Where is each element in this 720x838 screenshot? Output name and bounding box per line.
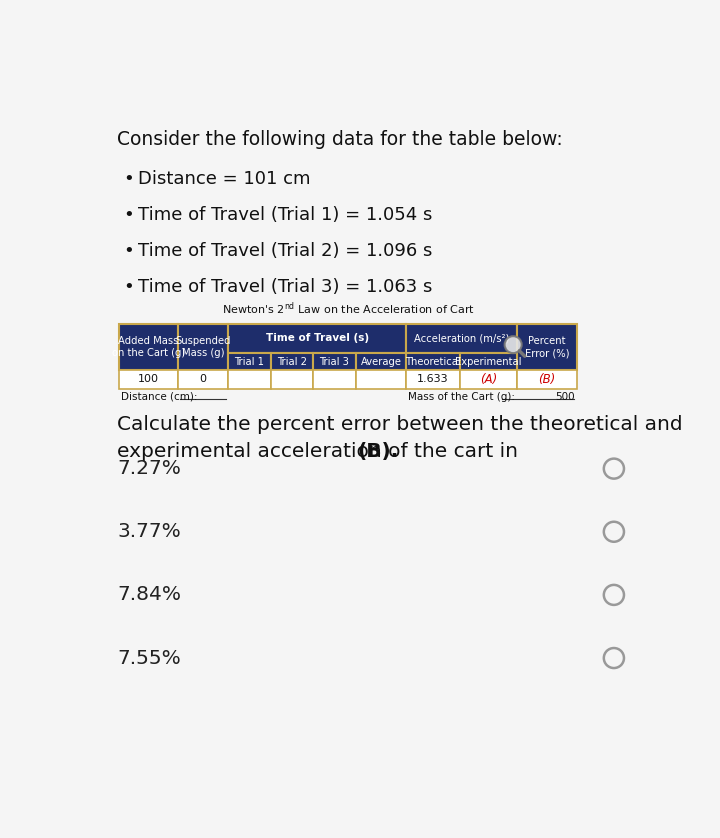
Text: 7.84%: 7.84% (117, 586, 181, 604)
Bar (178, 370, 228, 389)
Text: Calculate the percent error between the theoretical and: Calculate the percent error between the … (117, 415, 683, 434)
Text: Added Mass
on the Cart (g): Added Mass on the Cart (g) (112, 336, 185, 358)
Bar (228, 370, 271, 389)
Text: Trial 3: Trial 3 (320, 357, 349, 366)
Text: 0: 0 (199, 375, 206, 385)
Text: (B).: (B). (357, 442, 398, 461)
Text: Acceleration (m/s²): Acceleration (m/s²) (414, 334, 509, 344)
Bar (313, 370, 356, 389)
Text: Suspended
Mass (g): Suspended Mass (g) (175, 336, 230, 358)
Text: Newton's 2$^\mathregular{nd}$ Law on the Acceleration of Cart: Newton's 2$^\mathregular{nd}$ Law on the… (222, 300, 474, 317)
Text: Time of Travel (Trial 3) = 1.063 s: Time of Travel (Trial 3) = 1.063 s (138, 278, 433, 297)
Bar (517, 323, 577, 370)
Text: Distance (cm):: Distance (cm): (121, 391, 197, 401)
Bar (271, 353, 313, 370)
Bar (313, 353, 356, 370)
Text: Experimental: Experimental (455, 357, 521, 366)
Bar (406, 323, 517, 353)
Text: Trial 1: Trial 1 (234, 357, 264, 366)
Text: (B): (B) (539, 373, 556, 385)
Text: Distance = 101 cm: Distance = 101 cm (138, 170, 310, 188)
Text: Trial 2: Trial 2 (277, 357, 307, 366)
Text: 100: 100 (138, 375, 159, 385)
Text: Time of Travel (s): Time of Travel (s) (266, 334, 369, 344)
Bar (178, 323, 228, 370)
Text: Consider the following data for the table below:: Consider the following data for the tabl… (117, 130, 563, 149)
Text: •: • (123, 170, 134, 188)
Bar (406, 370, 459, 389)
Text: Percent
Error (%): Percent Error (%) (525, 336, 569, 358)
Text: (A): (A) (480, 373, 497, 385)
Text: •: • (123, 206, 134, 224)
Bar (271, 370, 313, 389)
Text: 7.55%: 7.55% (117, 649, 181, 668)
Bar (517, 370, 577, 389)
Bar (228, 323, 406, 353)
Bar (228, 353, 271, 370)
Bar (459, 370, 517, 389)
Text: Theoretical: Theoretical (405, 357, 461, 366)
Text: •: • (123, 278, 134, 297)
Circle shape (505, 336, 522, 353)
Text: Time of Travel (Trial 2) = 1.096 s: Time of Travel (Trial 2) = 1.096 s (138, 242, 433, 261)
Text: 3.77%: 3.77% (117, 522, 181, 541)
Text: Mass of the Cart (g):: Mass of the Cart (g): (408, 391, 515, 401)
Text: 7.27%: 7.27% (117, 459, 181, 478)
Bar (356, 353, 406, 370)
Bar (120, 370, 178, 389)
Text: 500: 500 (554, 391, 575, 401)
Text: experimental acceleration of the cart in: experimental acceleration of the cart in (117, 442, 524, 461)
Text: Time of Travel (Trial 1) = 1.054 s: Time of Travel (Trial 1) = 1.054 s (138, 206, 433, 224)
Text: Average: Average (361, 357, 402, 366)
Text: •: • (123, 242, 134, 261)
Bar (356, 370, 406, 389)
Bar (406, 353, 459, 370)
Bar (120, 323, 178, 370)
Text: 1.633: 1.633 (417, 375, 449, 385)
Bar (459, 353, 517, 370)
